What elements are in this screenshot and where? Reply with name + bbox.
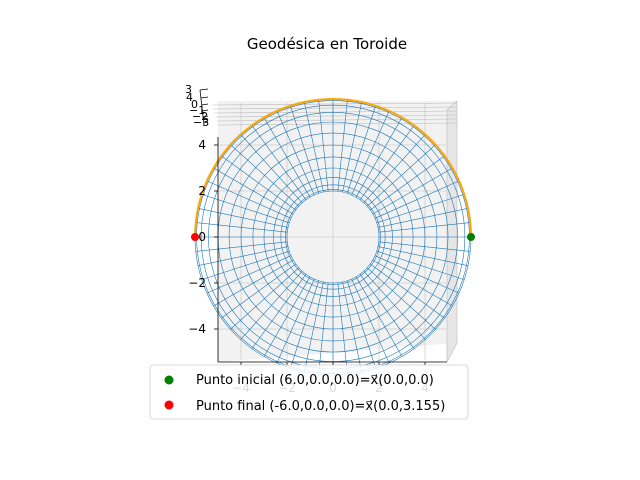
z-tick bbox=[201, 103, 209, 106]
side-pane bbox=[446, 100, 458, 363]
z-tick bbox=[203, 121, 209, 124]
y-tick-label: 0 bbox=[198, 230, 206, 244]
legend-marker-end bbox=[164, 400, 174, 410]
legend: Punto inicial (6.0,0.0,0.0)=x⃗(0.0,0.0) … bbox=[149, 364, 469, 420]
z-tick bbox=[200, 96, 209, 99]
z-tick bbox=[202, 115, 209, 118]
grid-line-z bbox=[216, 118, 458, 122]
grid-line-z bbox=[211, 102, 458, 106]
torus-parallel bbox=[208, 112, 458, 362]
torus-parallel bbox=[252, 156, 414, 318]
y-tick-label: −2 bbox=[188, 276, 206, 290]
torus-parallel bbox=[280, 184, 386, 290]
z-axis-line bbox=[199, 89, 205, 126]
y-tick-label: 4 bbox=[198, 138, 206, 152]
end-point bbox=[191, 233, 199, 241]
grid-line-z bbox=[215, 114, 458, 118]
back-pane bbox=[218, 101, 457, 362]
legend-marker-start bbox=[164, 375, 174, 385]
legend-box bbox=[149, 364, 469, 420]
data-series bbox=[191, 97, 475, 241]
y-tick-label: −4 bbox=[188, 322, 206, 336]
torus-parallel bbox=[228, 132, 438, 342]
legend-label-start: Punto inicial (6.0,0.0,0.0)=x⃗(0.0,0.0) bbox=[196, 373, 434, 388]
axes-panes bbox=[218, 100, 458, 363]
start-point bbox=[467, 233, 475, 241]
z-tick-label: −1 bbox=[189, 104, 205, 117]
z-tick-label: −3 bbox=[193, 116, 209, 129]
z-tick bbox=[202, 109, 209, 112]
chart-title: Geodésica en Toroide bbox=[247, 35, 407, 53]
y-axis: −4 −2 0 2 4 bbox=[188, 137, 219, 362]
z-axis: 340−1−2−3 bbox=[185, 83, 209, 129]
torus-parallel bbox=[273, 177, 393, 297]
legend-label-end: Punto final (-6.0,0.0,0.0)=x⃗(0.0,3.155) bbox=[196, 399, 445, 414]
z-tick-label: 0 bbox=[191, 98, 198, 111]
z-tick bbox=[199, 88, 209, 91]
torus-parallel bbox=[240, 144, 426, 330]
y-tick-label: 2 bbox=[198, 184, 206, 198]
torus-parallel bbox=[285, 189, 381, 285]
z-tick-label: 3 bbox=[185, 83, 192, 96]
grid-line-z bbox=[214, 110, 458, 114]
geodesic-line bbox=[194, 97, 472, 238]
torus-parallel bbox=[263, 167, 403, 307]
z-tick-label: −2 bbox=[192, 110, 208, 123]
grid-line-z bbox=[213, 106, 458, 110]
z-tick-label: 4 bbox=[186, 91, 193, 104]
grid-line-z bbox=[217, 122, 458, 126]
torus-parallel bbox=[286, 190, 380, 284]
